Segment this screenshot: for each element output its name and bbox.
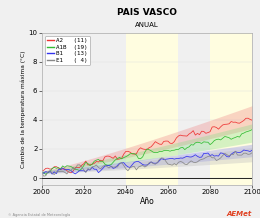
- Text: AEMet: AEMet: [227, 211, 252, 217]
- Text: PAIS VASCO: PAIS VASCO: [117, 9, 177, 17]
- X-axis label: Año: Año: [140, 197, 154, 206]
- Legend: A2   (11), A1B  (19), B1   (13), E1   ( 4): A2 (11), A1B (19), B1 (13), E1 ( 4): [44, 36, 90, 65]
- Y-axis label: Cambio de la temperatura máxima (°C): Cambio de la temperatura máxima (°C): [20, 50, 26, 168]
- Bar: [210, 33, 252, 185]
- Text: ANUAL: ANUAL: [135, 22, 159, 28]
- Bar: [126, 33, 179, 185]
- Text: © Agencia Estatal de Meteorología: © Agencia Estatal de Meteorología: [8, 213, 70, 217]
